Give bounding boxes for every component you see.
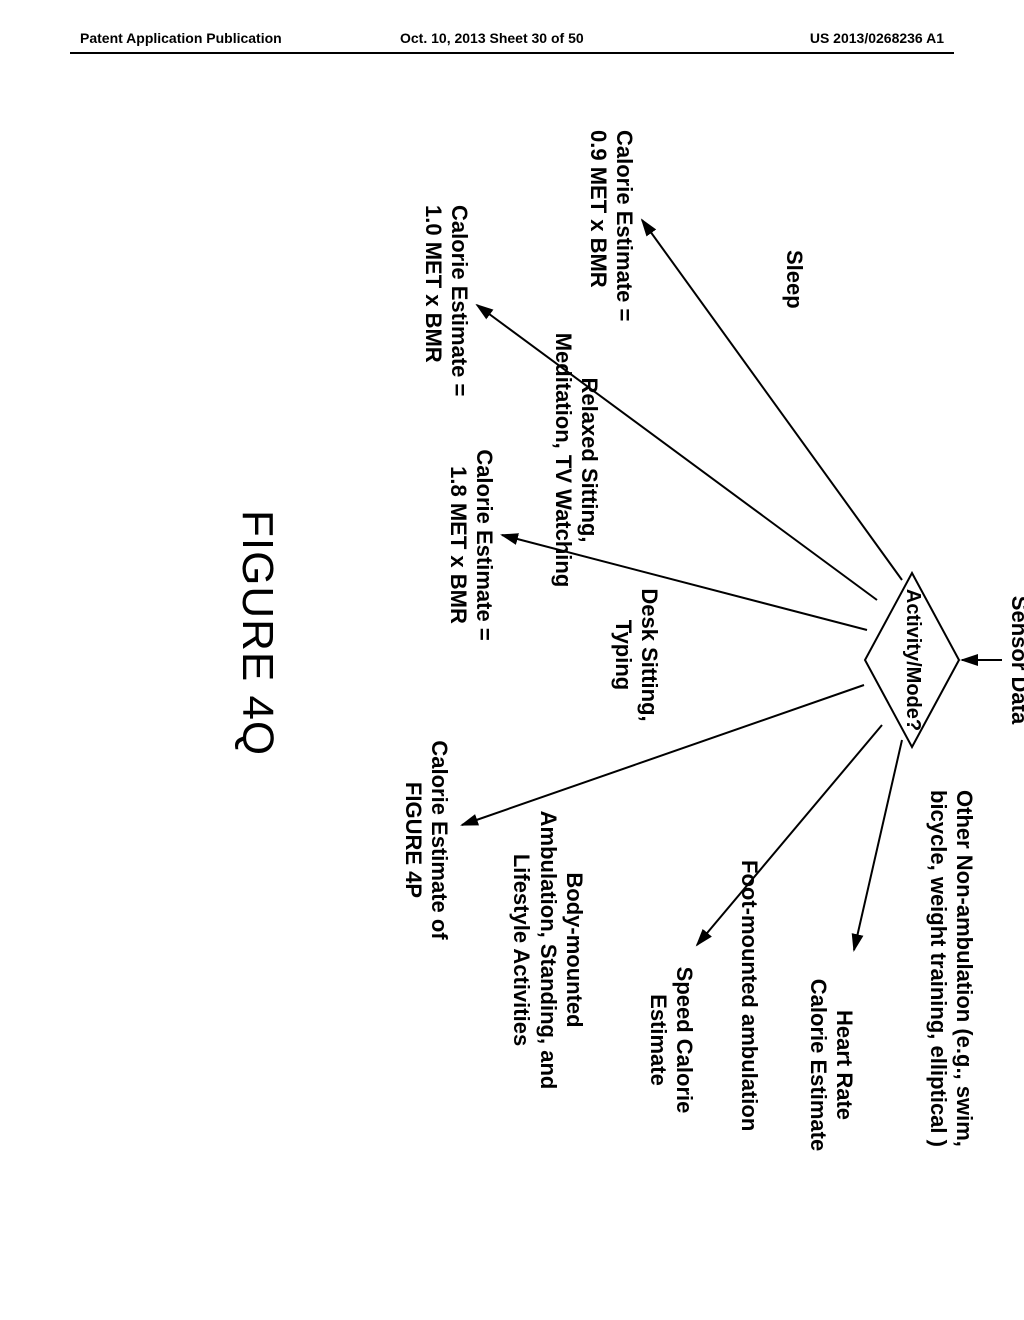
branch-1-result: Calorie Estimate = 1.0 MET x BMR <box>419 205 472 435</box>
branch-0-label: Sleep <box>781 250 807 370</box>
diagram-rotated-container: Sensor Data Activity/Mode? <box>0 198 1024 1102</box>
branch-4-result: Speed Calorie Estimate <box>644 930 697 1150</box>
header-left: Patent Application Publication <box>80 30 282 46</box>
branch-2-label: Desk Sitting, Typing <box>609 565 662 745</box>
figure-label: FIGURE 4Q <box>232 510 282 756</box>
header-right: US 2013/0268236 A1 <box>810 30 944 46</box>
diagram-inner: Sensor Data Activity/Mode? <box>128 130 1024 1170</box>
branch-3-label: Body-mounted Ambulation, Standing, and L… <box>508 795 587 1105</box>
branch-2-result: Calorie Estimate = 1.8 MET x BMR <box>444 430 497 660</box>
branch-5-label: Other Non-ambulation (e.g., swim, bicycl… <box>924 790 977 1190</box>
branch-4-label: Foot-mounted ambulation <box>736 860 762 1170</box>
header-center: Oct. 10, 2013 Sheet 30 of 50 <box>400 30 584 46</box>
branch-3-result: Calorie Estimate of FIGURE 4P <box>399 710 452 970</box>
branch-5-result: Heart Rate Calorie Estimate <box>804 955 857 1175</box>
header-rule <box>70 52 954 54</box>
branch-1-label: Relaxed Sitting, Meditation, TV Watching <box>549 315 602 605</box>
